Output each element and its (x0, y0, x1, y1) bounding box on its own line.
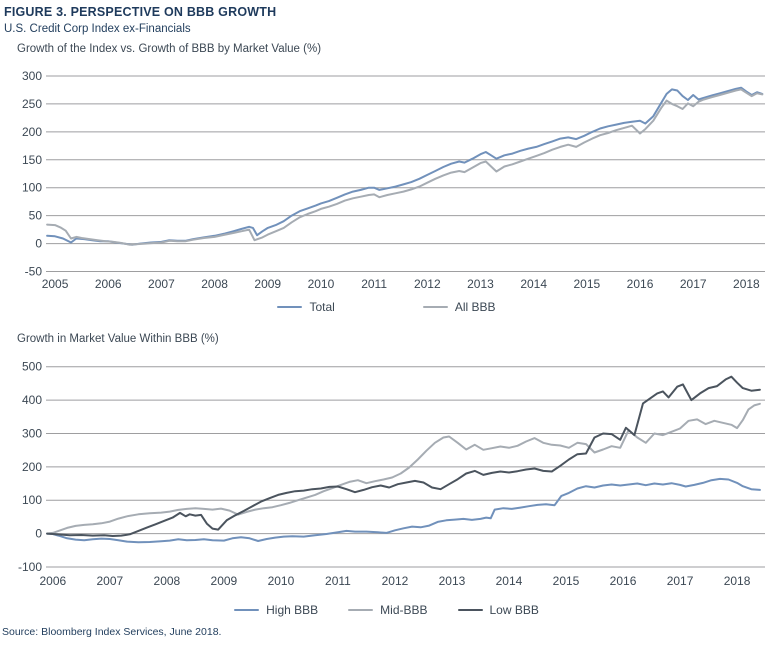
gridlines (46, 366, 765, 568)
x-tick-labels: 2006 2007 2008 2009 2010 2011 2012 2013 2014 2015… (39, 574, 750, 588)
y-tick-label: -100 (18, 560, 42, 574)
x-tick-label: 2009 (254, 277, 281, 291)
x-tick-label: 2014 (520, 277, 547, 291)
legend-label: Low BBB (489, 603, 539, 617)
legend-line-swatch (457, 608, 483, 612)
legend-item-low-bbb: Low BBB (457, 603, 539, 617)
y-tick-label: 100 (22, 181, 42, 195)
series-line-high-bbb (46, 477, 761, 544)
y-tick-label: 0 (35, 527, 42, 541)
y-tick-label: 0 (35, 237, 42, 251)
x-tick-labels: 2005 2006 2007 2008 2009 2010 2011 2012 2013 2014… (42, 277, 760, 291)
x-tick-label: 2006 (95, 277, 122, 291)
x-tick-label: 2018 (724, 574, 751, 588)
legend-label: Total (309, 300, 335, 314)
y-tick-label: 250 (22, 97, 42, 111)
x-tick-label: 2012 (414, 277, 441, 291)
x-tick-label: 2017 (667, 574, 694, 588)
x-tick-label: 2015 (553, 574, 580, 588)
y-tick-label: 50 (29, 209, 43, 223)
y-tick-label: 150 (22, 153, 42, 167)
series-line-total (46, 86, 764, 246)
legend-label: High BBB (266, 603, 319, 617)
top-chart-legend: Total All BBB (0, 300, 773, 314)
legend-line-swatch (348, 608, 374, 612)
y-tick-label: 100 (22, 493, 42, 507)
top-chart-title: Growth of the Index vs. Growth of BBB by… (17, 43, 322, 55)
legend-item-high-bbb: High BBB (234, 603, 318, 617)
legend-item-all-bbb: All BBB (422, 300, 496, 314)
figure-title: FIGURE 3. PERSPECTIVE ON BBB GROWTH (4, 5, 277, 19)
x-tick-label: 2011 (325, 574, 351, 588)
y-tick-labels: 300 250 200 150 100 50 0 -50 (22, 69, 42, 279)
x-tick-label: 2011 (361, 277, 387, 291)
legend-label: All BBB (454, 300, 496, 314)
y-tick-label: 300 (22, 69, 42, 83)
x-tick-label: 2016 (627, 277, 654, 291)
x-tick-label: 2010 (268, 574, 295, 588)
y-tick-label: 200 (22, 125, 42, 139)
x-tick-label: 2007 (97, 574, 124, 588)
y-tick-label: 200 (22, 460, 42, 474)
legend-item-mid-bbb: Mid-BBB (348, 603, 428, 617)
x-tick-label: 2017 (680, 277, 707, 291)
legend-item-total: Total (277, 300, 335, 314)
x-tick-label: 2018 (733, 277, 760, 291)
bottom-chart-legend: High BBB Mid-BBB Low BBB (0, 603, 773, 617)
gridlines (46, 75, 765, 272)
series-line-all-bbb (46, 88, 764, 246)
y-tick-label: 400 (22, 393, 42, 407)
x-tick-label: 2012 (382, 574, 409, 588)
y-tick-labels: 500 400 300 200 100 0 -100 (18, 360, 42, 574)
x-tick-label: 2013 (467, 277, 494, 291)
x-tick-label: 2010 (308, 277, 335, 291)
x-tick-label: 2014 (496, 574, 523, 588)
x-tick-label: 2015 (573, 277, 600, 291)
y-tick-label: 500 (22, 360, 42, 374)
x-tick-label: 2016 (610, 574, 637, 588)
bottom-chart-title: Growth in Market Value Within BBB (%) (17, 333, 219, 345)
x-tick-label: 2009 (211, 574, 238, 588)
x-tick-label: 2008 (201, 277, 228, 291)
legend-label: Mid-BBB (380, 603, 428, 617)
legend-line-swatch (234, 608, 260, 612)
y-tick-label: 300 (22, 426, 42, 440)
legend-line-swatch (277, 305, 303, 309)
x-tick-label: 2006 (39, 574, 66, 588)
series-line-mid-bbb (46, 402, 761, 535)
x-tick-label: 2013 (439, 574, 466, 588)
x-tick-label: 2007 (148, 277, 175, 291)
x-tick-label: 2005 (42, 277, 69, 291)
figure-subtitle: U.S. Credit Corp Index ex-Financials (4, 23, 191, 35)
x-tick-label: 2008 (154, 574, 181, 588)
series-line-low-bbb (46, 375, 761, 537)
source-note: Source: Bloomberg Index Services, June 2… (2, 626, 222, 638)
legend-line-swatch (422, 305, 448, 309)
y-tick-label: -50 (25, 265, 43, 279)
